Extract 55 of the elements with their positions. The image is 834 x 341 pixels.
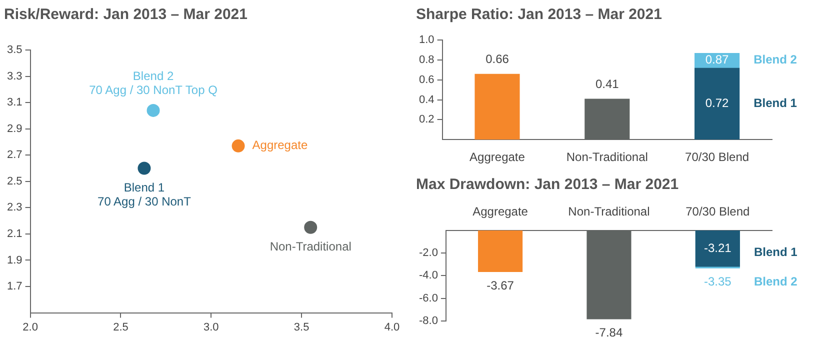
chart-title: Sharpe Ratio: Jan 2013 – Mar 2021 — [416, 6, 662, 24]
chart-title: Max Drawdown: Jan 2013 – Mar 2021 — [416, 176, 679, 194]
y-tick-label: -4.0 — [418, 270, 438, 282]
series-label: Non-Traditional — [270, 240, 352, 254]
bar — [474, 74, 520, 140]
series-label: Blend 1 — [754, 244, 798, 259]
x-tick-label: 70/30 Blend — [686, 204, 750, 219]
point — [232, 139, 245, 152]
data-label: -3.35 — [704, 274, 732, 289]
point — [146, 104, 160, 117]
data-label: 0.66 — [486, 52, 510, 66]
x-tick-label: 2.5 — [113, 321, 128, 334]
y-tick-label: 0.8 — [418, 54, 434, 66]
series-label: Blend 2 — [754, 274, 798, 289]
y-tick-label: 1.0 — [418, 34, 434, 46]
y-tick-label: -8.0 — [418, 315, 438, 328]
x-tick-label: 4.0 — [384, 321, 400, 334]
x-tick-label: 3.0 — [203, 321, 219, 334]
bar — [694, 68, 740, 140]
data-label: 0.72 — [705, 96, 730, 110]
data-label: -7.84 — [595, 326, 623, 340]
y-tick-label: -2.0 — [418, 247, 438, 260]
series-label: Blend 2 — [754, 52, 798, 67]
data-label: 0.87 — [705, 52, 730, 67]
point — [304, 220, 318, 234]
x-tick-label: Aggregate — [470, 150, 526, 164]
y-tick-label: -6.0 — [418, 292, 438, 304]
chart-title: Risk/Reward: Jan 2013 – Mar 2021 — [4, 6, 248, 24]
x-tick-label: Non-Traditional — [566, 150, 648, 164]
y-tick-label: 0.2 — [418, 114, 434, 126]
y-tick-label: 2.3 — [6, 202, 22, 214]
x-tick-label: 70/30 Blend — [685, 150, 750, 164]
y-tick-label: 0.4 — [418, 94, 434, 106]
series-label: Blend 2 70 Agg / 30 NonT Top Q — [89, 68, 218, 97]
y-tick-label: 2.7 — [6, 149, 22, 162]
x-tick-label: Non-Traditional — [568, 204, 650, 219]
data-label: 0.41 — [595, 77, 620, 92]
y-tick-label: 3.5 — [6, 44, 22, 56]
data-label: -3.67 — [486, 278, 514, 292]
y-tick-label: 0.6 — [418, 74, 434, 86]
y-tick-label: 1.7 — [6, 280, 22, 293]
y-tick-label: 2.1 — [6, 228, 22, 240]
y-tick-label: 3.3 — [6, 70, 22, 82]
series-label: Blend 1 70 Agg / 30 NonT — [98, 180, 192, 209]
series-label: Blend 1 — [754, 96, 798, 110]
data-label: -3.21 — [704, 240, 732, 255]
y-tick-label: 2.5 — [6, 175, 22, 188]
series-label: Aggregate — [252, 138, 308, 152]
y-tick-label: 2.9 — [6, 122, 22, 135]
y-tick-label: 3.1 — [6, 96, 22, 109]
x-tick-label: Aggregate — [472, 204, 528, 219]
x-tick-label: 2.0 — [22, 321, 38, 334]
point — [138, 162, 151, 175]
y-tick-label: 1.9 — [6, 254, 22, 266]
x-tick-label: 3.5 — [294, 321, 310, 334]
